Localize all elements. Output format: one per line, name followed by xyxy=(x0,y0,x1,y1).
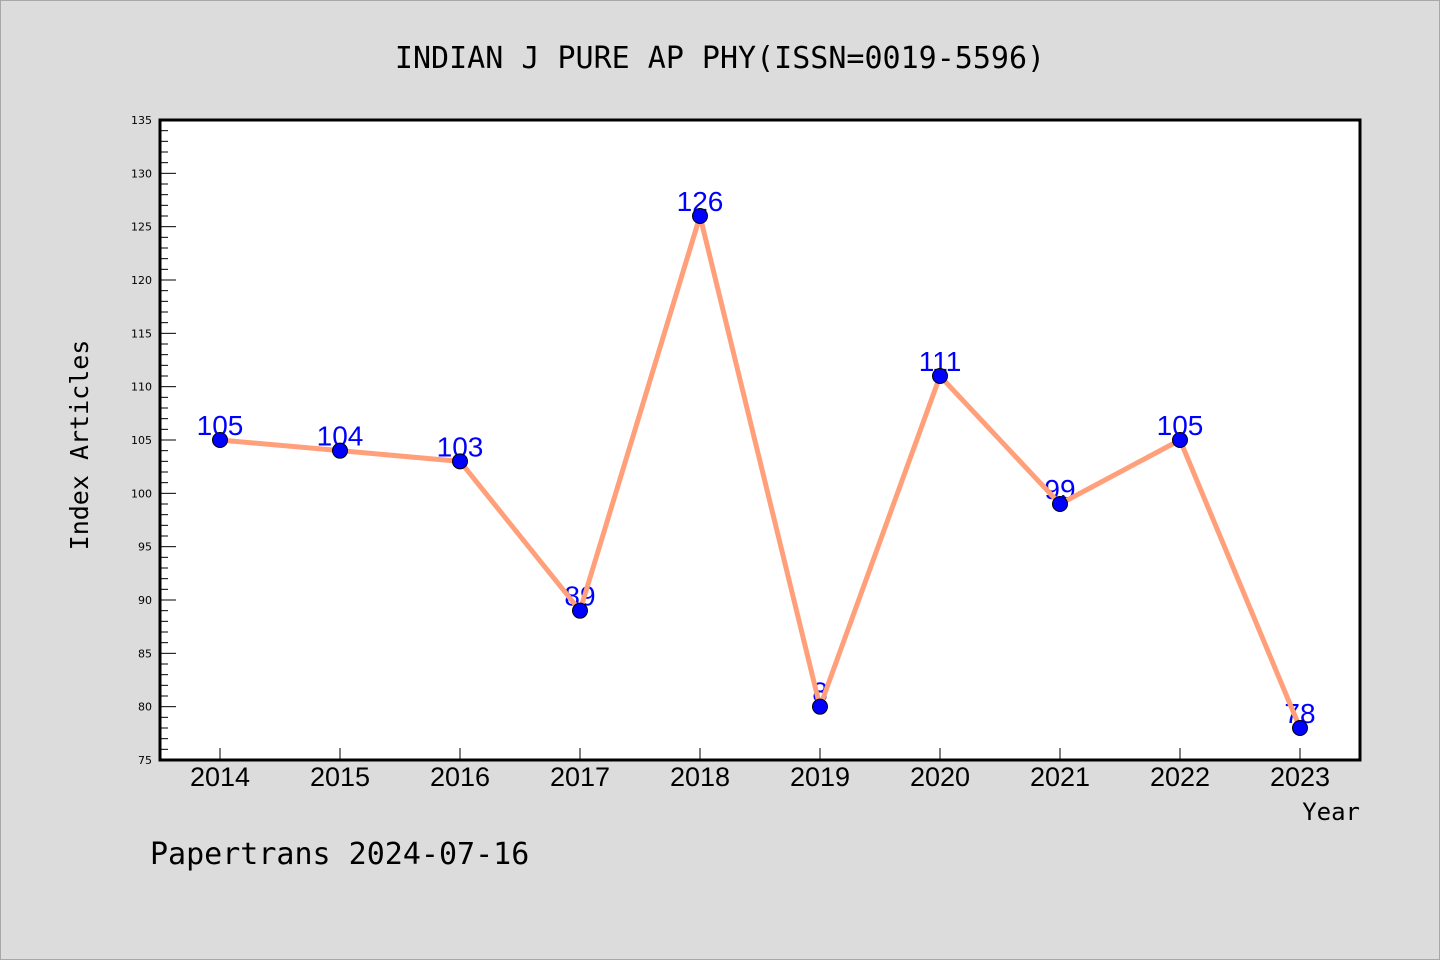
y-tick-label: 125 xyxy=(131,221,152,234)
y-tick-label: 90 xyxy=(138,594,152,607)
plot-frame xyxy=(158,118,1362,762)
data-point xyxy=(332,442,348,459)
y-tick-label: 80 xyxy=(138,701,152,714)
x-axis: 2014 2015 2016 2017 2018 2019 2020 2021 2022 2023 xyxy=(190,748,1330,792)
data-point xyxy=(812,698,828,715)
y-tick-label: 75 xyxy=(138,754,152,767)
series-group xyxy=(217,213,1303,731)
x-tick-label: 2020 xyxy=(910,762,970,792)
plot-area xyxy=(160,120,1360,760)
x-tick-label: 2018 xyxy=(670,762,730,792)
y-tick-label: 135 xyxy=(131,114,152,127)
data-point xyxy=(1292,720,1308,736)
y-tick-label: 95 xyxy=(138,541,152,554)
x-tick-label: 2016 xyxy=(430,762,490,792)
y-tick-label: 120 xyxy=(131,274,152,287)
data-point xyxy=(572,602,588,619)
y-tick-label: 110 xyxy=(131,381,152,394)
y-tick-label: 130 xyxy=(131,167,152,180)
data-point xyxy=(1052,496,1068,512)
data-point xyxy=(932,368,948,384)
series-line xyxy=(217,213,1303,731)
data-point xyxy=(452,453,468,470)
y-tick-label: 105 xyxy=(131,434,152,447)
y-tick-label: 85 xyxy=(138,647,152,660)
y-axis: 75 80 85 90 95 100 105 110 115 120 125 130 135 xyxy=(131,114,176,767)
x-tick-label: 2019 xyxy=(790,762,850,792)
x-tick-label: 2023 xyxy=(1270,762,1330,792)
data-point xyxy=(212,432,228,448)
x-tick-label: 2017 xyxy=(550,762,610,792)
x-tick-label: 2021 xyxy=(1030,762,1090,792)
data-point xyxy=(1172,432,1188,448)
x-tick-label: 2014 xyxy=(190,762,250,792)
x-tick-label: 2022 xyxy=(1150,762,1210,792)
footer-text: Papertrans 2024-07-16 xyxy=(150,837,529,872)
y-tick-label: 115 xyxy=(131,327,152,340)
data-markers xyxy=(212,208,1308,736)
x-axis-label: Year xyxy=(1302,798,1360,826)
y-axis-label: Index Articles xyxy=(65,340,94,551)
x-tick-label: 2015 xyxy=(310,762,370,792)
data-point xyxy=(692,208,708,224)
chart-title: INDIAN J PURE AP PHY(ISSN=0019-5596) xyxy=(395,41,1045,76)
y-tick-label: 100 xyxy=(131,487,152,500)
